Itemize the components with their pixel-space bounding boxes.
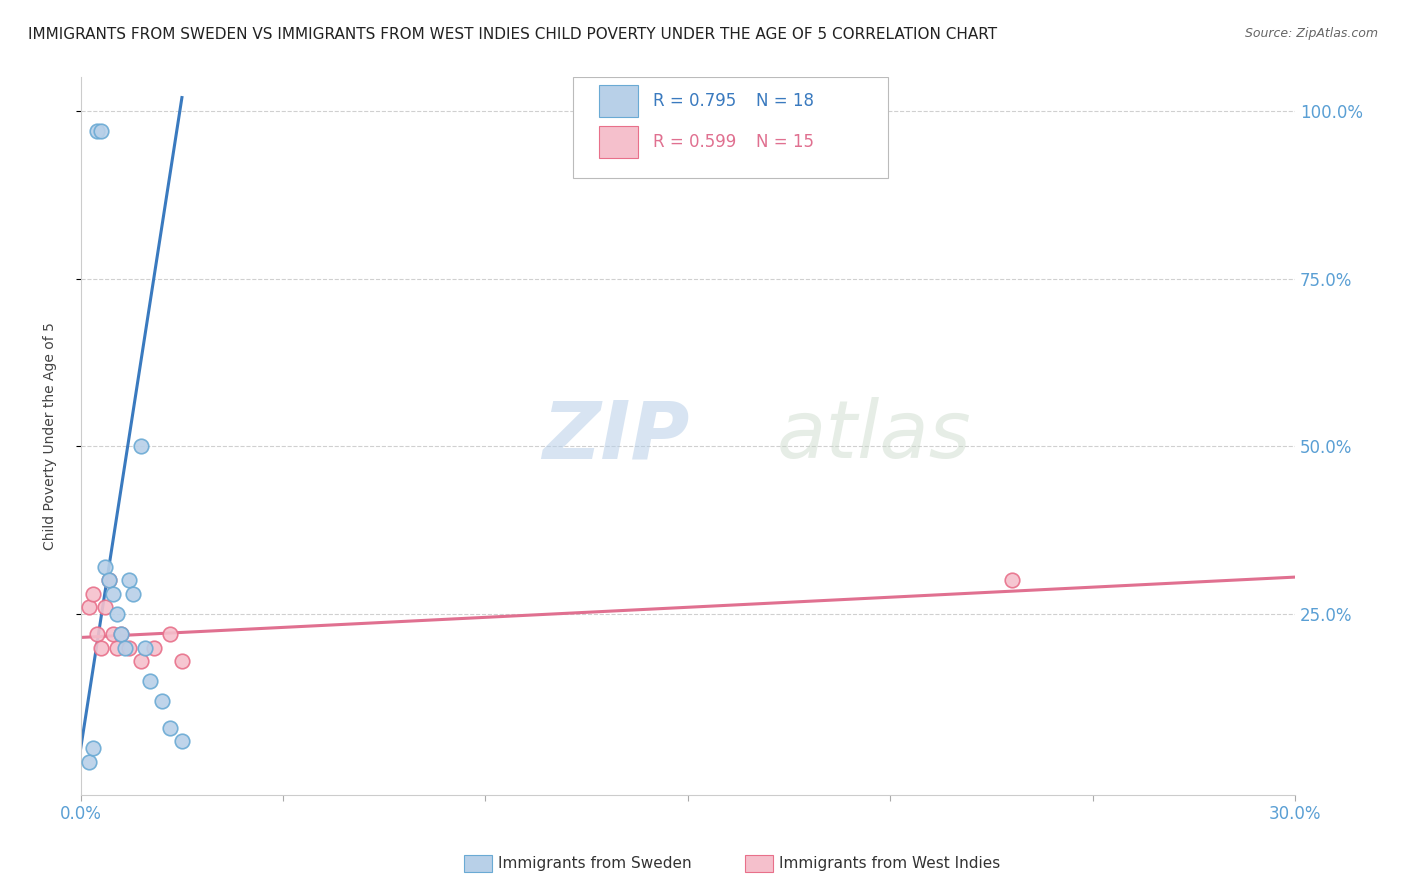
Point bbox=[101, 627, 124, 641]
Point bbox=[86, 124, 108, 138]
Point bbox=[142, 640, 165, 655]
Point bbox=[94, 560, 117, 574]
Point bbox=[118, 574, 141, 588]
Text: Immigrants from Sweden: Immigrants from Sweden bbox=[498, 856, 692, 871]
Point bbox=[90, 124, 112, 138]
Text: atlas: atlas bbox=[776, 397, 972, 475]
Point bbox=[98, 574, 121, 588]
Text: R = 0.795: R = 0.795 bbox=[652, 92, 735, 111]
Point bbox=[105, 607, 128, 621]
Point bbox=[110, 627, 132, 641]
FancyBboxPatch shape bbox=[599, 126, 638, 158]
Point bbox=[118, 640, 141, 655]
Point bbox=[159, 721, 181, 735]
Text: Source: ZipAtlas.com: Source: ZipAtlas.com bbox=[1244, 27, 1378, 40]
Point bbox=[170, 654, 193, 668]
Point bbox=[82, 587, 104, 601]
Text: IMMIGRANTS FROM SWEDEN VS IMMIGRANTS FROM WEST INDIES CHILD POVERTY UNDER THE AG: IMMIGRANTS FROM SWEDEN VS IMMIGRANTS FRO… bbox=[28, 27, 997, 42]
Point bbox=[150, 694, 173, 708]
Point bbox=[1001, 574, 1024, 588]
Point bbox=[90, 640, 112, 655]
FancyBboxPatch shape bbox=[572, 78, 889, 178]
FancyBboxPatch shape bbox=[599, 85, 638, 118]
Point bbox=[94, 600, 117, 615]
Point bbox=[159, 627, 181, 641]
Point bbox=[77, 755, 100, 769]
Point bbox=[122, 587, 145, 601]
Point bbox=[105, 640, 128, 655]
Point bbox=[86, 627, 108, 641]
Text: N = 18: N = 18 bbox=[756, 92, 814, 111]
Point bbox=[131, 439, 153, 453]
Point bbox=[82, 741, 104, 756]
Point bbox=[110, 627, 132, 641]
Point bbox=[131, 654, 153, 668]
Point bbox=[170, 734, 193, 748]
Point bbox=[134, 640, 156, 655]
Text: ZIP: ZIP bbox=[543, 397, 689, 475]
Point bbox=[114, 640, 136, 655]
Text: N = 15: N = 15 bbox=[756, 133, 814, 151]
Point bbox=[138, 674, 160, 689]
Text: R = 0.599: R = 0.599 bbox=[652, 133, 735, 151]
Point bbox=[101, 587, 124, 601]
Text: Immigrants from West Indies: Immigrants from West Indies bbox=[779, 856, 1000, 871]
Y-axis label: Child Poverty Under the Age of 5: Child Poverty Under the Age of 5 bbox=[44, 322, 58, 550]
Point bbox=[77, 600, 100, 615]
Point bbox=[98, 574, 121, 588]
